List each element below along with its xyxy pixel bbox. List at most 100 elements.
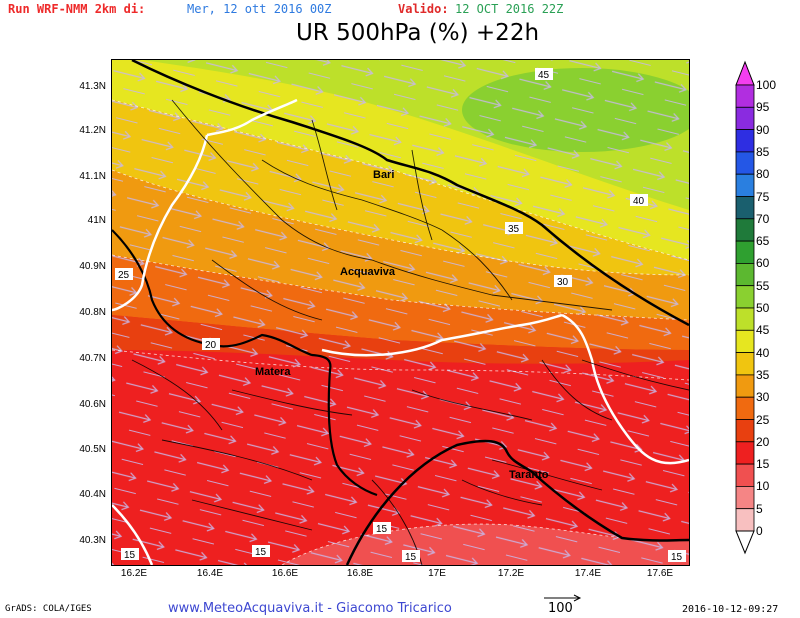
- y-tick-label: 40.8N: [79, 307, 106, 318]
- contour-label-30: 30: [557, 277, 569, 288]
- website-credit: www.MeteoAcquaviva.it - Giacomo Tricaric…: [168, 601, 452, 616]
- x-tick-label: 17.4E: [574, 568, 602, 579]
- colorbar-label: 20: [756, 434, 770, 449]
- border-puglia-south: [321, 313, 563, 357]
- valid-label: Valido:: [398, 2, 449, 16]
- colorbar-label: 70: [756, 211, 770, 226]
- colorbar-segment: [735, 396, 755, 420]
- colorbar-segment: [735, 218, 755, 242]
- colorbar-label: 5: [756, 501, 763, 516]
- colorbar-segment: [735, 329, 755, 353]
- y-tick-label: 40.9N: [79, 261, 106, 272]
- border-puglia-campania: [112, 134, 209, 312]
- colorbar-segment: [735, 151, 755, 175]
- colorbar-label: 95: [756, 100, 770, 115]
- x-tick-label: 16.8E: [346, 568, 374, 579]
- border-puglia-north: [206, 98, 298, 137]
- y-tick-label: 40.4N: [79, 489, 106, 500]
- humidity-map: Bari Acquaviva Matera Taranto 45 40 35 3…: [112, 60, 689, 565]
- x-tick-label: 16.2E: [120, 568, 148, 579]
- colorbar-segment: [735, 463, 755, 487]
- x-tick-label: 17.6E: [646, 568, 674, 579]
- y-tick-label: 41.2N: [79, 125, 106, 136]
- y-tick-label: 41.1N: [79, 171, 106, 182]
- contour-label-group: 45 40 35 30 25 20 15 15 15 15 15: [115, 68, 686, 563]
- colorbar-segment: [735, 441, 755, 465]
- colorbar-segment: [735, 240, 755, 264]
- colorbar-label: 55: [756, 278, 770, 293]
- contour-label-15a: 15: [376, 524, 388, 535]
- colorbar-segment: [735, 262, 755, 287]
- city-acquaviva: Acquaviva: [340, 266, 396, 278]
- colorbar-segment: [735, 106, 755, 130]
- x-tick-label: 16.6E: [271, 568, 299, 579]
- colorbar-label: 0: [756, 524, 763, 538]
- map-area: Bari Acquaviva Matera Taranto 45 40 35 3…: [111, 59, 690, 566]
- x-tick-label: 16.4E: [196, 568, 224, 579]
- coastline-ionian: [345, 439, 689, 565]
- colorbar-segment: [735, 196, 755, 220]
- coastline-adriatic: [131, 60, 689, 327]
- border-basilicata: [112, 229, 378, 497]
- x-tick-label: 17.2E: [497, 568, 525, 579]
- contour-label-15b: 15: [255, 547, 267, 558]
- border-taranto: [561, 313, 689, 465]
- colorbar-segment: [735, 374, 755, 398]
- colorbar-label: 10: [756, 479, 770, 494]
- colorbar-segment: [735, 285, 755, 309]
- contour-label-25: 25: [118, 270, 130, 281]
- y-tick-label: 40.6N: [79, 399, 106, 410]
- colorbar-segment: [735, 173, 755, 197]
- run-label: Run WRF-NMM 2km di:: [8, 2, 146, 16]
- map-title: UR 500hPa (%) +22h: [0, 20, 800, 46]
- colorbar-segment: [735, 419, 755, 443]
- colorbar-segment: [735, 352, 755, 376]
- contour-label-40: 40: [633, 196, 645, 207]
- colorbar-label: 35: [756, 367, 770, 382]
- colorbar-label: 80: [756, 167, 770, 182]
- colorbar-label: 45: [756, 323, 770, 338]
- colorbar-segment: [735, 84, 755, 108]
- colorbar-segment: [735, 485, 755, 510]
- city-taranto: Taranto: [509, 469, 549, 481]
- y-tick-label: 40.7N: [79, 353, 106, 364]
- x-tick-label: 17E: [428, 568, 446, 579]
- colorbar-segment: [735, 129, 755, 153]
- grads-credit: GrADS: COLA/IGES: [5, 604, 92, 614]
- colorbar-label: 65: [756, 234, 770, 249]
- city-matera: Matera: [255, 366, 291, 378]
- colorbar-segment: [735, 307, 755, 331]
- wind-reference-value: 100: [548, 601, 573, 616]
- colorbar-segment: [735, 508, 755, 532]
- y-tick-label: 41.3N: [79, 81, 106, 92]
- colorbar-label: 60: [756, 256, 770, 271]
- contour-label-35: 35: [508, 224, 520, 235]
- y-tick-label: 40.5N: [79, 444, 106, 455]
- province-borders: [131, 99, 689, 565]
- border-sw: [112, 504, 154, 565]
- colorbar-label: 85: [756, 144, 770, 159]
- contour-label-15c: 15: [124, 550, 136, 561]
- contour-label-20: 20: [205, 340, 217, 351]
- colorbar-label: 50: [756, 301, 770, 315]
- colorbar-label: 100: [756, 78, 777, 92]
- city-bari: Bari: [373, 169, 394, 181]
- y-tick-label: 41N: [87, 215, 106, 226]
- y-tick-label: 40.3N: [79, 535, 106, 546]
- colorbar-label: 40: [756, 345, 770, 360]
- colorbar-label: 75: [756, 189, 770, 204]
- contour-label-15d: 15: [405, 552, 417, 563]
- contour-label-45: 45: [538, 70, 550, 81]
- colorbar-label: 25: [756, 412, 770, 427]
- run-date: Mer, 12 ott 2016 00Z: [187, 2, 332, 16]
- valid-date: 12 OCT 2016 22Z: [455, 2, 564, 16]
- wind-vectors: [112, 60, 689, 565]
- map-title-text: UR 500hPa (%) +22h: [295, 20, 540, 46]
- colorbar-label: 30: [756, 390, 770, 405]
- contour-label-15e: 15: [671, 552, 683, 563]
- colorbar-svg: [735, 60, 755, 555]
- colorbar-top-arrow: [735, 60, 755, 86]
- timestamp: 2016-10-12-09:27: [682, 604, 779, 615]
- colorbar-bottom-arrow: [735, 530, 755, 555]
- wind-reference-arrow-icon: [544, 594, 582, 602]
